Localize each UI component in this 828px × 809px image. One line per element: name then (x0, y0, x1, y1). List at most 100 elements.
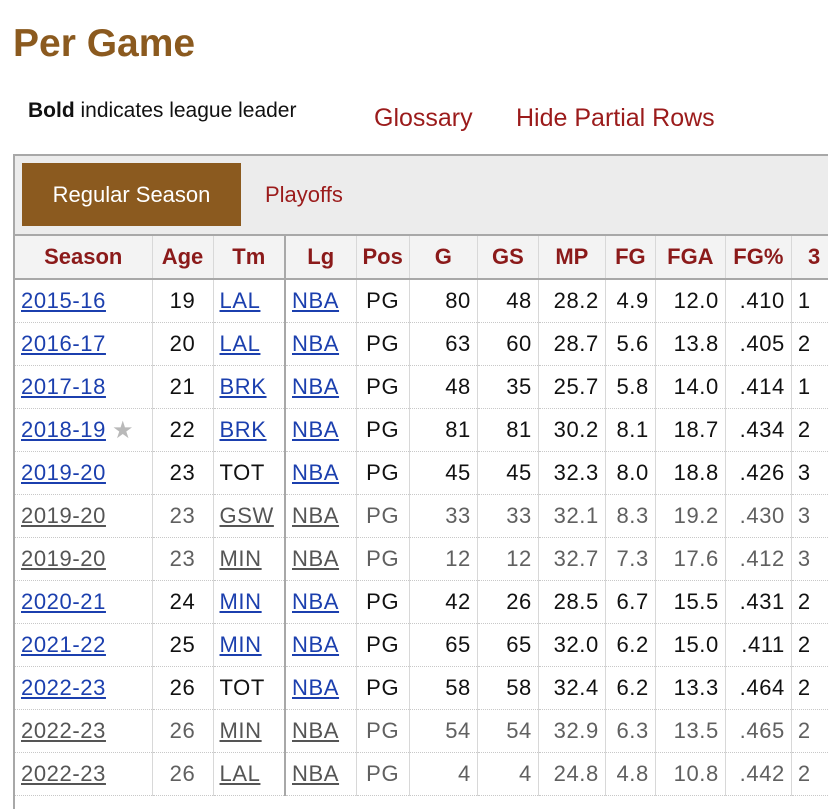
season-link[interactable]: 2019-20 (21, 460, 106, 485)
cell-gs: 65 (476, 623, 539, 667)
lg-link[interactable]: NBA (292, 675, 340, 700)
glossary-link[interactable]: Glossary (374, 104, 473, 132)
table-row: 2020-21 24 MIN NBA PG 42 26 28.5 6.7 15.5.431 2 (15, 580, 828, 624)
cell-fga: 13.5 (654, 709, 726, 753)
column-header-gs[interactable]: GS (476, 236, 539, 280)
season-link[interactable]: 2022-23 (21, 675, 106, 700)
column-header-3[interactable]: 3 (790, 236, 828, 280)
cell-fgp: .430 (724, 494, 792, 538)
cell-pos: PG (355, 709, 410, 753)
team-link[interactable]: MIN (219, 718, 262, 743)
cell-lg: NBA (284, 623, 356, 667)
team-link[interactable]: MIN (219, 589, 262, 614)
lg-link[interactable]: NBA (292, 761, 340, 786)
cell-g: 45 (408, 451, 478, 495)
season-link[interactable]: 2018-19 (21, 416, 106, 442)
lg-link[interactable]: NBA (292, 417, 340, 442)
table-row: 2019-20 23 MIN NBA PG 12 12 32.7 7.3 17.6.412 3 (15, 537, 828, 581)
cell-pos: PG (355, 580, 410, 624)
season-link[interactable]: 2015-16 (21, 288, 106, 313)
lg-link[interactable]: NBA (292, 374, 340, 399)
cell-x: 2 (790, 752, 828, 796)
cell-pos: PG (355, 365, 410, 409)
cell-x: 2 (790, 408, 828, 452)
lg-link[interactable]: NBA (292, 718, 340, 743)
column-header-fg-pct[interactable]: FG% (724, 236, 792, 280)
season-link[interactable]: 2019-20 (21, 503, 106, 528)
column-header-g[interactable]: G (408, 236, 478, 280)
cell-age: 22 (151, 408, 213, 452)
lg-link[interactable]: NBA (292, 632, 340, 657)
season-link[interactable]: 2019-20 (21, 546, 106, 571)
star-icon: ★ (111, 416, 135, 444)
note-text: indicates league leader (74, 99, 297, 122)
column-header-fg[interactable]: FG (604, 236, 656, 280)
cell-pos: PG (355, 451, 410, 495)
team-link[interactable]: LAL (219, 331, 261, 356)
cell-fga: 12.0 (654, 279, 726, 323)
hide-partial-rows-link[interactable]: Hide Partial Rows (516, 104, 715, 132)
cell-mp: 28.5 (537, 580, 606, 624)
cell-gs: 48 (476, 279, 539, 323)
cell-g: 48 (408, 365, 478, 409)
page-title: Per Game (13, 22, 196, 65)
cell-team: LAL (212, 322, 285, 366)
team-link[interactable]: BRK (219, 374, 267, 399)
season-link[interactable]: 2016-17 (21, 331, 106, 356)
lg-link[interactable]: NBA (292, 460, 340, 485)
column-header-tm[interactable]: Tm (212, 236, 285, 280)
cell-pos: PG (355, 322, 410, 366)
cell-x: 3 (790, 451, 828, 495)
team-link[interactable]: MIN (219, 546, 262, 571)
cell-pos: PG (355, 408, 410, 452)
team-link[interactable]: BRK (219, 417, 267, 442)
column-header-age[interactable]: Age (151, 236, 213, 280)
season-link[interactable]: 2020-21 (21, 589, 106, 614)
cell-pos: PG (355, 623, 410, 667)
tab-playoffs[interactable]: Playoffs (265, 182, 343, 207)
cell-g: 58 (408, 666, 478, 710)
cell-age: 21 (151, 365, 213, 409)
cell-fga: 10.8 (654, 752, 726, 796)
cell-mp: 32.4 (537, 666, 606, 710)
team-link[interactable]: LAL (219, 288, 261, 313)
cell-g: 80 (408, 279, 478, 323)
lg-link[interactable]: NBA (292, 546, 340, 571)
table-row: 2022-23 26 TOT NBA PG 58 58 32.4 6.2 13.3.464 2 (15, 666, 828, 710)
cell-fg: 8.1 (604, 408, 656, 452)
team-link[interactable]: GSW (219, 503, 274, 528)
column-header-lg[interactable]: Lg (284, 236, 356, 280)
cell-fgp: .465 (724, 709, 792, 753)
column-header-season[interactable]: Season (15, 236, 152, 280)
column-header-pos[interactable]: Pos (355, 236, 410, 280)
cell-fg: 8.3 (604, 494, 656, 538)
season-link[interactable]: 2022-23 (21, 761, 106, 786)
column-header-fga[interactable]: FGA (654, 236, 726, 280)
cell-mp: 30.2 (537, 408, 606, 452)
cell-gs: 4 (476, 752, 539, 796)
lg-link[interactable]: NBA (292, 331, 340, 356)
season-link[interactable]: 2017-18 (21, 374, 106, 399)
season-link[interactable]: 2022-23 (21, 718, 106, 743)
lg-link[interactable]: NBA (292, 288, 340, 313)
cell-fgp: .426 (724, 451, 792, 495)
season-link[interactable]: 2021-22 (21, 632, 106, 657)
cell-season: 2021-22 (15, 623, 152, 667)
cell-gs: 81 (476, 408, 539, 452)
cell-g: 33 (408, 494, 478, 538)
team-link[interactable]: MIN (219, 632, 262, 657)
cell-age: 26 (151, 709, 213, 753)
cell-x: 2 (790, 623, 828, 667)
lg-link[interactable]: NBA (292, 589, 340, 614)
header-row: Season Age Tm Lg Pos G GS MP FG FGA FG% 3 (15, 236, 828, 280)
cell-team: LAL (212, 279, 285, 323)
cell-g: 54 (408, 709, 478, 753)
cell-pos: PG (355, 537, 410, 581)
lg-link[interactable]: NBA (292, 503, 340, 528)
column-header-mp[interactable]: MP (537, 236, 606, 280)
cell-lg: NBA (284, 666, 356, 710)
cell-mp: 25.7 (537, 365, 606, 409)
tab-regular-season[interactable]: Regular Season (22, 163, 241, 226)
team-link[interactable]: LAL (219, 761, 261, 786)
cell-fga: 18.8 (654, 451, 726, 495)
